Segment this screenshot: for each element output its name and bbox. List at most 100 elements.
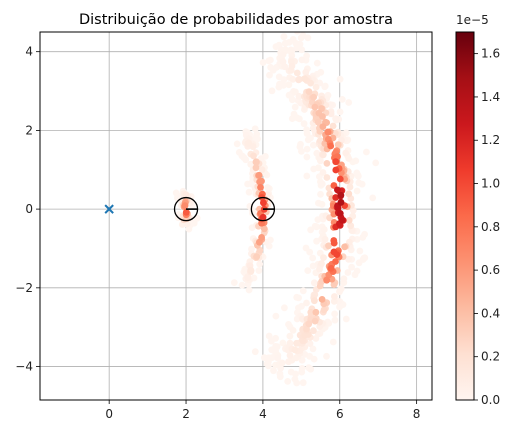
sample-point (319, 181, 326, 188)
sample-point (258, 178, 265, 185)
colorbar-offset-label: 1e−5 (456, 13, 489, 27)
sample-point (325, 129, 332, 136)
sample-point (333, 251, 340, 258)
sample-point (280, 58, 287, 65)
sample-point (312, 104, 319, 111)
sample-point (301, 75, 308, 82)
sample-point (313, 84, 320, 91)
sample-point (354, 188, 361, 195)
colorbar-tick-label: 0.6 (481, 263, 500, 277)
sample-point (337, 176, 344, 183)
x-tick-label: 2 (182, 407, 190, 421)
sample-point (301, 120, 308, 127)
sample-point (300, 288, 307, 295)
sample-point (305, 320, 312, 327)
sample-point (331, 311, 338, 318)
sample-point (323, 277, 330, 284)
sample-point (337, 76, 344, 83)
sample-point (239, 282, 246, 289)
sample-point (324, 174, 331, 181)
y-tick-label: 2 (25, 123, 33, 137)
sample-point (335, 141, 342, 148)
sample-point (310, 94, 317, 101)
chart-title: Distribuição de probabilidades por amost… (79, 12, 393, 28)
sample-point (343, 316, 350, 323)
x-tick-label: 8 (413, 407, 421, 421)
colorbar: 0.0 0.2 0.4 0.6 0.8 1.0 1.2 1.4 1.6 1e−5 (456, 13, 500, 407)
sample-point (372, 160, 379, 167)
colorbar-tick-label: 0.0 (481, 393, 500, 407)
sample-point (279, 360, 286, 367)
sample-point (292, 104, 299, 111)
sample-point (330, 339, 337, 346)
sample-point (332, 258, 339, 265)
sample-point (183, 209, 190, 216)
sample-point (339, 96, 346, 103)
sample-point (234, 141, 241, 148)
colorbar-tick-label: 1.6 (481, 47, 500, 61)
sample-point (294, 70, 301, 77)
x-tick-label: 6 (336, 407, 344, 421)
y-tick-label: 0 (25, 202, 33, 216)
sample-point (339, 217, 346, 224)
sample-point (305, 364, 312, 371)
colorbar-tick-label: 0.2 (481, 350, 500, 364)
y-axis-ticks: 4 2 0 −2 −4 (15, 45, 40, 374)
sample-point (328, 265, 335, 272)
sample-point (331, 293, 338, 300)
sample-point (306, 249, 313, 256)
sample-point (327, 143, 334, 150)
sample-point (332, 317, 339, 324)
sample-point (257, 184, 264, 191)
sample-point (287, 352, 294, 359)
sample-point (318, 260, 325, 267)
sample-point (319, 296, 326, 303)
sample-point (309, 255, 316, 262)
sample-point (313, 309, 320, 316)
sample-point (231, 279, 238, 286)
sample-point (320, 254, 327, 261)
sample-point (345, 190, 352, 197)
sample-point (321, 226, 328, 233)
sample-point (314, 60, 321, 67)
sample-point (341, 275, 348, 282)
sample-point (322, 236, 329, 243)
colorbar-tick-label: 0.4 (481, 306, 500, 320)
sample-point (345, 99, 352, 106)
sample-point (273, 313, 280, 320)
sample-point (324, 160, 331, 167)
sample-point (337, 109, 344, 116)
plot-background (40, 32, 432, 400)
sample-point (332, 158, 339, 165)
sample-point (295, 295, 302, 302)
sample-point (244, 274, 251, 281)
sample-point (260, 199, 267, 206)
sample-point (355, 179, 362, 186)
sample-point (256, 261, 263, 268)
sample-point (342, 150, 349, 157)
sample-point (280, 51, 287, 58)
sample-point (320, 151, 327, 158)
sample-point (323, 353, 330, 360)
sample-point (264, 184, 271, 191)
sample-point (312, 318, 319, 325)
sample-point (332, 167, 339, 174)
y-tick-label: −4 (15, 360, 33, 374)
sample-point (347, 184, 354, 191)
sample-point (182, 202, 189, 209)
sample-point (299, 365, 306, 372)
sample-point (331, 240, 338, 247)
sample-point (341, 244, 348, 251)
sample-point (281, 304, 288, 311)
plot-area (40, 28, 432, 400)
sample-point (320, 123, 327, 130)
sample-point (291, 347, 298, 354)
sample-point (303, 126, 310, 133)
sample-point (258, 234, 265, 241)
colorbar-ticks: 0.0 0.2 0.4 0.6 0.8 1.0 1.2 1.4 1.6 (474, 47, 500, 407)
y-tick-label: 4 (25, 45, 33, 59)
sample-point (289, 63, 296, 70)
sample-point (248, 267, 255, 274)
sample-point (289, 96, 296, 103)
